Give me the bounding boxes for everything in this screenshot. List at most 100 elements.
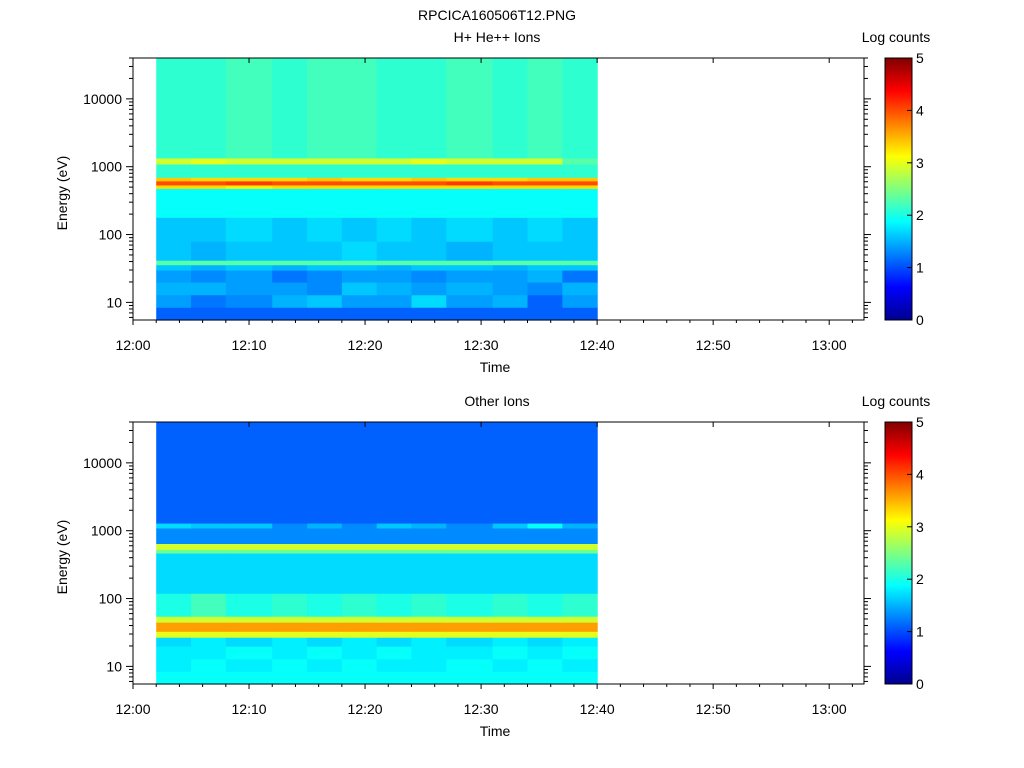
heatmap-cell xyxy=(446,281,494,296)
heatmap-cell xyxy=(562,163,598,178)
heatmap-cell xyxy=(191,658,227,672)
heatmap-cell xyxy=(562,177,598,182)
heatmap-cell xyxy=(527,180,563,186)
heatmap-cell xyxy=(376,671,413,685)
heatmap-cell xyxy=(527,260,563,266)
heatmap-cell xyxy=(527,281,563,296)
heatmap-cell xyxy=(307,422,343,524)
heatmap-cell xyxy=(307,188,343,218)
heatmap-cell xyxy=(272,270,308,283)
heatmap-cell xyxy=(225,422,273,524)
heatmap-cell xyxy=(272,543,308,550)
heatmap-cell xyxy=(411,422,447,524)
heatmap-cell xyxy=(307,645,343,660)
heatmap-cell xyxy=(562,260,598,266)
heatmap-cell xyxy=(446,527,494,544)
heatmap-cell xyxy=(225,616,273,623)
heatmap-cell xyxy=(411,622,447,632)
heatmap-cell xyxy=(446,177,494,182)
heatmap-cell xyxy=(492,281,529,296)
heatmap-cell xyxy=(376,637,413,647)
y-tick-label: 10000 xyxy=(83,455,122,471)
x-tick-label: 12:20 xyxy=(348,701,383,717)
heatmap-cell xyxy=(562,307,598,321)
heatmap-cell xyxy=(492,58,529,159)
heatmap-cell xyxy=(527,58,563,159)
heatmap-cell xyxy=(562,157,598,165)
heatmap-cell xyxy=(411,241,447,261)
heatmap-cell xyxy=(376,188,413,218)
x-tick-label: 12:00 xyxy=(115,337,150,353)
heatmap-cell xyxy=(191,616,227,623)
heatmap-cell xyxy=(446,522,494,529)
figure-title: RPCICA160506T12.PNG xyxy=(418,7,576,23)
heatmap-cell xyxy=(446,658,494,672)
x-tick-label: 13:00 xyxy=(812,701,847,717)
heatmap-cell xyxy=(191,58,227,159)
heatmap-cell xyxy=(527,631,563,638)
heatmap-cell xyxy=(225,622,273,632)
heatmap-cell xyxy=(156,543,192,550)
heatmap-cell xyxy=(527,270,563,283)
heatmap-cell xyxy=(446,549,494,554)
heatmap-cell xyxy=(156,264,192,271)
heatmap-cell xyxy=(307,616,343,623)
heatmap-cell xyxy=(156,58,192,159)
heatmap-cell xyxy=(156,217,192,242)
heatmap-cell xyxy=(492,241,529,261)
heatmap-cell xyxy=(492,163,529,178)
heatmap-cell xyxy=(156,522,192,529)
heatmap-cell xyxy=(225,177,273,182)
heatmap-cell xyxy=(376,163,413,178)
heatmap-cell xyxy=(376,645,413,660)
heatmap-cell xyxy=(191,180,227,186)
heatmap-cell xyxy=(191,157,227,165)
heatmap-cell xyxy=(411,522,447,529)
heatmap-cell xyxy=(562,58,598,159)
heatmap-cell xyxy=(307,180,343,186)
panel-title: Other Ions xyxy=(464,393,529,409)
heatmap-cell xyxy=(411,58,447,159)
y-tick-label: 1000 xyxy=(91,523,122,539)
heatmap-cell xyxy=(492,180,529,186)
heatmap-cell xyxy=(156,260,192,266)
heatmap-cell xyxy=(411,217,447,242)
heatmap-cell xyxy=(191,281,227,296)
heatmap-cell xyxy=(225,157,273,165)
x-axis-label: Time xyxy=(480,723,511,739)
heatmap-cell xyxy=(307,631,343,638)
heatmap-cell xyxy=(527,294,563,308)
heatmap-cell xyxy=(376,270,413,283)
heatmap-cell xyxy=(272,163,308,178)
heatmap-cell xyxy=(225,184,273,189)
heatmap-cell xyxy=(527,241,563,261)
heatmap-cell xyxy=(225,552,273,594)
heatmap-cell xyxy=(307,622,343,632)
colorbar-tick-label: 0 xyxy=(916,676,924,692)
plot-frame xyxy=(132,57,865,321)
heatmap-cell xyxy=(446,616,494,623)
heatmap-cell xyxy=(272,307,308,321)
heatmap-cell xyxy=(492,522,529,529)
colorbar: 0 1 2 3 4 5 Log counts xyxy=(862,393,931,692)
heatmap-cell xyxy=(492,260,529,266)
heatmap-cell xyxy=(562,281,598,296)
heatmap-cell xyxy=(307,264,343,271)
colorbar: 0 1 2 3 4 5 Log counts xyxy=(862,29,931,328)
heatmap-cell xyxy=(341,552,378,594)
heatmap-cell xyxy=(411,294,447,308)
heatmap-cell xyxy=(341,631,378,638)
heatmap-cell xyxy=(341,58,378,159)
heatmap-cell xyxy=(411,593,447,617)
heatmap-cell xyxy=(307,270,343,283)
y-tick-label: 100 xyxy=(99,227,123,243)
heatmap-cell xyxy=(225,281,273,296)
heatmap-cell xyxy=(156,157,192,165)
heatmap-cell xyxy=(446,184,494,189)
heatmap-cell xyxy=(411,180,447,186)
heatmap-cell xyxy=(272,217,308,242)
heatmap-cell xyxy=(492,645,529,660)
heatmap-cell xyxy=(191,422,227,524)
heatmap-cell xyxy=(307,552,343,594)
heatmap-cell xyxy=(562,631,598,638)
